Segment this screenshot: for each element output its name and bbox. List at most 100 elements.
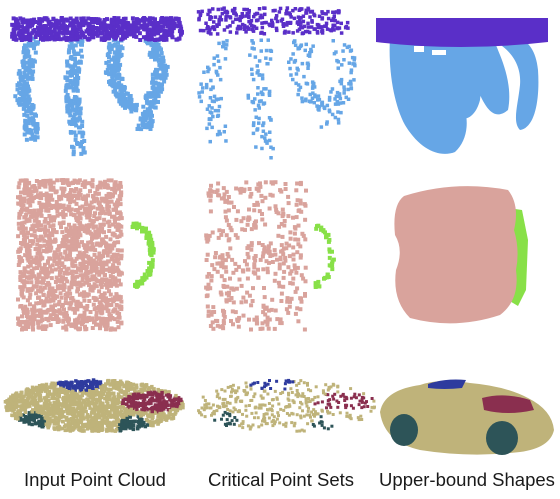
mug-handle-point [316,279,321,284]
mug-body-point [59,186,64,191]
mug-body-point [219,232,224,237]
car-body-point [62,401,66,405]
car-hood-point [136,401,141,405]
mug-body-point [53,238,58,243]
mug-body-point [112,202,117,207]
mug-body-point [243,259,247,264]
table-leg-point [325,120,329,124]
table-leg-point [214,69,219,74]
mug-body-point [229,200,234,205]
car-wheel-point [131,427,136,432]
mug-body-point [55,209,60,214]
mug-body-point [86,278,91,283]
mug-body-point [115,183,120,188]
mug-body-point [22,220,27,225]
mug-body-point [68,253,72,258]
table-top-point [88,24,93,29]
table-top-point [218,15,222,19]
mug-body-point [221,312,226,317]
mug-body-point [90,274,95,279]
mug-body-point [26,189,31,194]
mug-body-point [21,309,26,313]
table-top-point [297,18,302,23]
mug-body-point [205,293,210,298]
table-leg-point [311,91,315,95]
mug-body-point [296,223,301,228]
table-leg-point [349,70,353,75]
mug-body-point [264,305,269,310]
table-leg-point [144,98,149,103]
table-top-point [254,11,259,16]
mug-body-point [266,326,271,331]
mug-body-point [73,318,77,323]
mug-body-point [279,243,284,248]
mug-body-point [73,263,78,268]
car-body-point [71,409,76,413]
table-leg-point [30,106,35,111]
table-leg-point [215,132,220,137]
table-top-point [20,32,25,37]
mug-body-point [82,245,87,250]
mug-body-point [69,257,74,262]
mug-body-point [103,299,108,304]
mug-handle-point [135,279,140,284]
table-leg-point [156,94,161,99]
car-wheel-point [124,426,128,431]
mug-body-point [44,324,49,329]
table-top-point [105,17,109,22]
mug-body-point [89,265,94,270]
table-top-point [297,27,302,31]
mug-body-point [21,198,26,203]
mug-body-point [265,266,270,271]
car-body-point [52,396,57,401]
table-leg-point [66,96,71,101]
table-top-point [240,12,244,16]
table-top-point [291,8,295,13]
mug-body-point [30,241,35,246]
mug-body-point [286,310,291,315]
mug-body-point [70,240,75,245]
mug-body-point [241,216,246,221]
table-top-point [23,26,28,31]
mug-body-point [31,327,35,332]
table-top-point [59,16,64,21]
mug-body-point [32,208,37,213]
table-leg-point [216,109,221,113]
car-body-point [150,420,154,425]
mug-body-point [246,255,251,260]
mug-body-point [115,265,120,270]
mug-body-point [31,320,36,325]
mug-body-point [208,286,213,291]
table-top-point [87,29,92,34]
table-leg-point [312,85,317,89]
car-body-point [106,401,110,406]
mug-body-point [211,326,216,331]
table-top-point [37,29,41,33]
table-top-point [162,33,167,38]
table-leg-point [71,49,76,54]
table-top-point [166,20,171,25]
table-leg-point [309,47,313,52]
table-leg-point [152,98,157,103]
table-leg-point [338,96,343,101]
car-body-point [148,412,153,416]
table-leg-point [23,82,28,87]
table-leg-point [75,79,80,84]
table-top-point [75,37,80,42]
mug-body-point [17,259,22,264]
table-leg-point [261,102,266,106]
table-leg-point [339,110,343,115]
table-top-point [333,18,337,23]
table-top-point [231,20,235,24]
table-leg-point [145,41,150,46]
mug-body-point [81,264,86,269]
mug-body-point [39,208,44,213]
table-leg-point [269,145,273,149]
mug-body-point [91,195,96,199]
car-body-point [7,408,12,412]
mug-body-point [110,270,115,275]
table-leg-point [75,142,80,146]
table-leg-point [32,42,37,47]
car-body-point [119,405,123,409]
table-leg-point [250,67,254,72]
